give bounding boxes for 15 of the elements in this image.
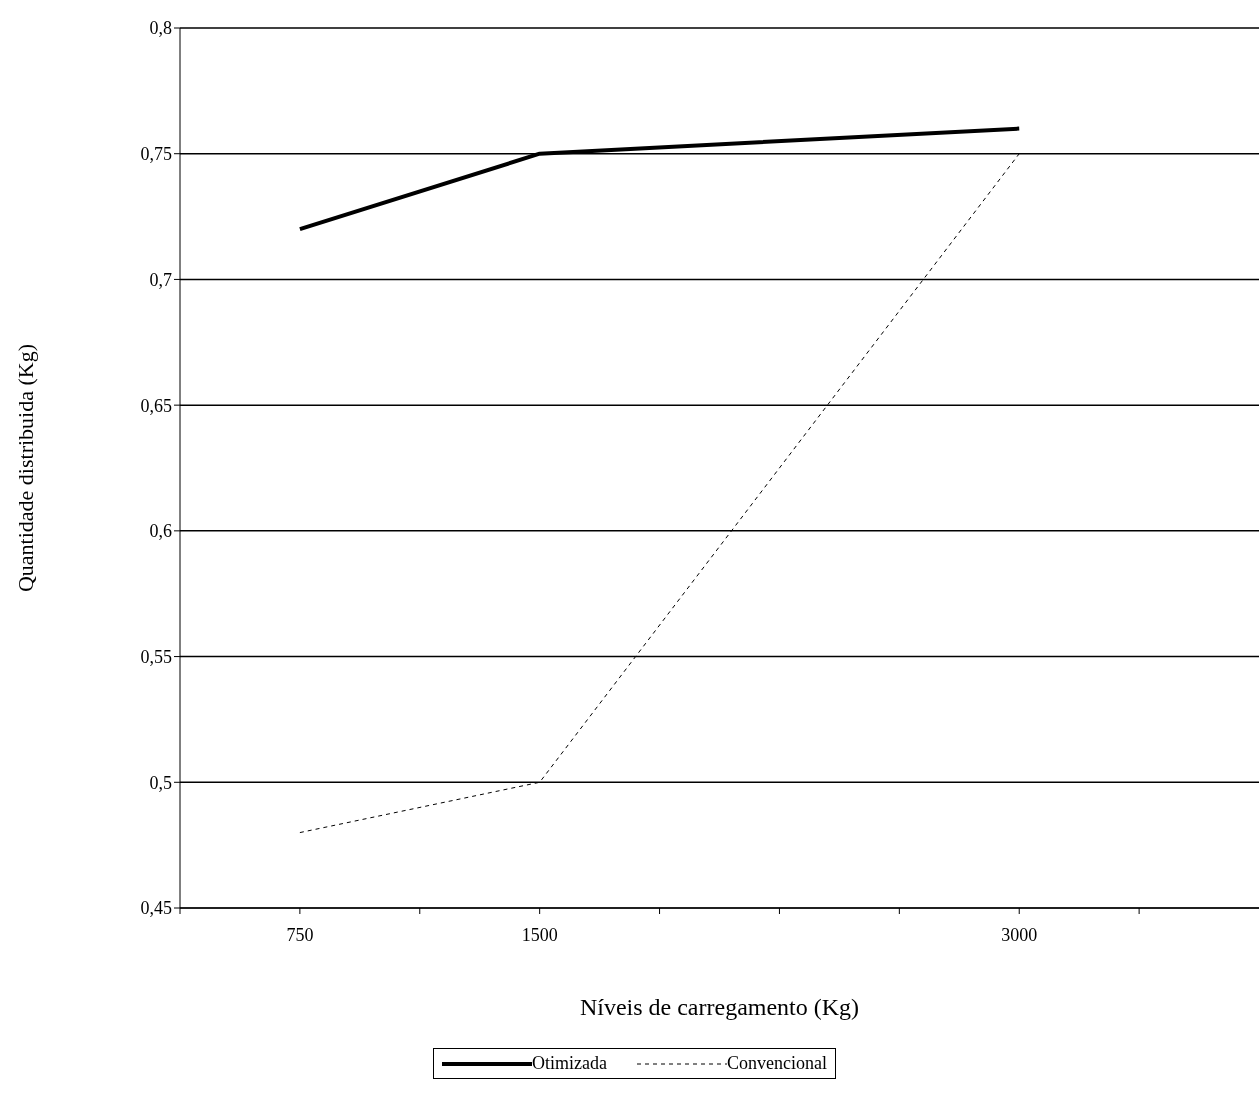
y-tick-label: 0,55 [140, 646, 172, 667]
x-tick-label: 750 [286, 924, 314, 945]
y-tick-label: 0,7 [149, 269, 172, 290]
y-axis-title: Quantidade distribuida (Kg) [12, 343, 38, 593]
legend-label: Convencional [727, 1053, 827, 1074]
y-tick-label: 0,75 [140, 144, 172, 165]
x-axis-title: Níveis de carregamento (Kg) [579, 994, 860, 1021]
y-tick-label: 0,65 [140, 395, 172, 416]
y-tick-label: 0,8 [149, 18, 172, 39]
legend-label: Otimizada [532, 1053, 607, 1074]
x-tick-label: 3000 [1001, 924, 1038, 945]
x-tick-label: 1500 [521, 924, 558, 945]
y-tick-label: 0,45 [140, 898, 172, 919]
y-tick-label: 0,6 [149, 521, 172, 542]
y-tick-label: 0,5 [149, 772, 172, 793]
